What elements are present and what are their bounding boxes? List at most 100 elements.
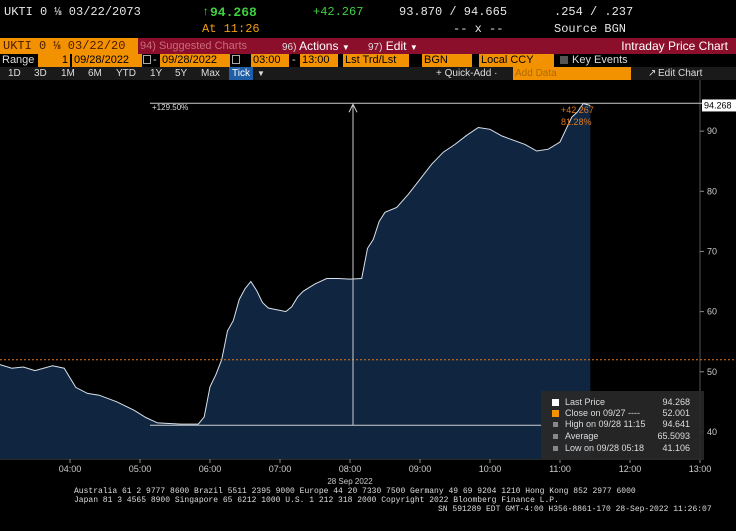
price-chart[interactable]: +129.50% +42.267 81.28% 40 50 60 70 80 90 04:…	[0, 80, 736, 486]
checkbox-icon	[560, 56, 568, 64]
edit-chart-label: Edit Chart	[658, 68, 703, 79]
footer-phones: Australia 61 2 9777 8600 Brazil 5511 239…	[74, 487, 636, 496]
key-events-toggle[interactable]: Key Events	[560, 54, 628, 67]
end-date-field[interactable]: 09/28/2022	[160, 54, 230, 67]
footer-copyright: Japan 81 3 4565 8900 Singapore 65 6212 1…	[74, 496, 559, 505]
price-source: Source BGN	[554, 22, 627, 36]
legend-swatch	[553, 422, 558, 427]
actions-menu-number: 96)	[282, 42, 297, 53]
chevron-down-icon: ▼	[341, 43, 350, 52]
last-price-tag-label: 94.268	[704, 100, 732, 110]
edit-chart-button[interactable]: Edit Chart	[658, 67, 702, 80]
ticker-input[interactable]: UKTI 0 ⅛ 03/22/20	[0, 38, 138, 54]
period-1y[interactable]: 1Y	[150, 68, 163, 79]
start-time-field[interactable]: 03:00	[251, 54, 289, 67]
actions-menu-label: Actions	[299, 39, 339, 53]
date-separator: -	[153, 54, 157, 66]
quick-add-button[interactable]: + Quick-Add ·	[436, 68, 498, 79]
edit-menu-label: Edit	[385, 39, 407, 53]
y-tick-label: 40	[707, 427, 717, 437]
period-3d[interactable]: 3D	[34, 68, 47, 79]
period-max[interactable]: Max	[201, 68, 220, 79]
footer: Australia 61 2 9777 8600 Brazil 5511 239…	[0, 486, 736, 531]
legend-label: Last Price	[565, 397, 606, 407]
y-tick-label: 70	[707, 246, 717, 256]
period-tick[interactable]: Tick	[229, 67, 253, 80]
dropdown-arrow-icon[interactable]: ▼	[257, 69, 265, 78]
x-tick-label: 05:00	[129, 464, 152, 474]
x-tick-label: 04:00	[59, 464, 82, 474]
actions-menu[interactable]: 96) Actions ▼	[282, 38, 350, 54]
x-tick-label: 11:00	[549, 464, 571, 474]
source-field[interactable]: BGN	[422, 54, 472, 67]
last-price: 94.268	[210, 5, 257, 20]
range-arrow-head	[348, 103, 358, 113]
legend-item: Last Price 94.268	[541, 397, 704, 408]
edit-menu-number: 97)	[368, 42, 383, 53]
period-ytd[interactable]: YTD	[116, 68, 136, 79]
range-annotation: +129.50%	[152, 103, 188, 112]
currency-select[interactable]: Local CCY	[479, 54, 554, 67]
price-area	[0, 103, 591, 459]
expand-icon[interactable]: ↗	[648, 68, 657, 79]
key-events-label: Key Events	[572, 54, 628, 66]
legend-swatch	[552, 410, 559, 417]
end-time-field[interactable]: 13:00	[300, 54, 338, 67]
range-label: Range	[2, 54, 35, 66]
calendar-icon[interactable]	[143, 55, 151, 64]
period-6m[interactable]: 6M	[88, 68, 102, 79]
y-tick-label: 60	[707, 307, 717, 317]
legend-value: 52.001	[662, 408, 690, 418]
period-1d[interactable]: 1D	[8, 68, 21, 79]
legend-item: Average 65.5093	[541, 431, 704, 442]
up-arrow-icon: ↑	[202, 5, 210, 19]
y-tick-label: 80	[707, 186, 717, 196]
add-data-input[interactable]: Add Data	[513, 67, 631, 80]
security-ticker: UKTI 0 ⅛ 03/22/2073	[4, 5, 141, 19]
range-bar: Range 1 09/28/2022 - 09/28/2022 03:00 - …	[0, 54, 736, 67]
legend-label: High on 09/28 11:15	[565, 419, 646, 429]
yield: .254 / .237	[554, 5, 634, 19]
range-field[interactable]: 1	[38, 54, 70, 67]
legend-value: 94.268	[662, 397, 690, 407]
legend-value: 65.5093	[657, 431, 690, 441]
bid-ask-size: -- x --	[453, 22, 504, 36]
x-tick-label: 12:00	[619, 464, 642, 474]
chevron-down-icon: ▼	[409, 43, 418, 52]
change-annotation: +42.267	[561, 105, 594, 115]
legend-item: Close on 09/27 ---- 52.001	[541, 408, 704, 419]
y-tick-label: 90	[707, 126, 717, 136]
legend-label: Low on 09/28 05:18	[565, 443, 645, 453]
x-tick-label: 09:00	[409, 464, 432, 474]
footer-session: SN 591289 EDT GMT-4:00 H356-8861-170 28-…	[438, 505, 712, 514]
legend-swatch	[552, 399, 559, 406]
chart-legend[interactable]: Last Price 94.268 Close on 09/27 ---- 52…	[541, 391, 704, 460]
trade-type-select[interactable]: Lst Trd/Lst	[343, 54, 409, 67]
change-pct-annotation: 81.28%	[561, 117, 592, 127]
quote-bar: UKTI 0 ⅛ 03/22/2073 ↑ 94.268 At 11:26 +4…	[0, 0, 736, 38]
suggested-charts-button[interactable]: 94) Suggested Charts	[140, 40, 248, 52]
legend-label: Close on 09/27 ----	[565, 408, 641, 418]
legend-swatch	[553, 446, 558, 451]
x-tick-label: 10:00	[479, 464, 502, 474]
edit-menu[interactable]: 97) Edit ▼	[368, 38, 418, 54]
page-title: Intraday Price Chart	[621, 39, 728, 53]
period-5y[interactable]: 5Y	[175, 68, 188, 79]
last-price-tag: 94.268	[702, 99, 736, 112]
legend-label: Average	[565, 431, 599, 441]
legend-value: 41.106	[662, 443, 690, 453]
y-tick-label: 50	[707, 367, 717, 377]
x-tick-label: 13:00	[689, 464, 712, 474]
last-price-tag-box	[702, 99, 736, 112]
legend-value: 94.641	[662, 419, 690, 429]
price-line	[0, 102, 591, 425]
calendar-icon[interactable]	[232, 55, 240, 64]
bid-ask: 93.870 / 94.665	[399, 5, 508, 19]
command-bar: UKTI 0 ⅛ 03/22/20 94) Suggested Charts 9…	[0, 38, 736, 54]
x-axis-date-label: 28 Sep 2022	[327, 477, 373, 486]
net-change: +42.267	[313, 5, 364, 19]
period-1m[interactable]: 1M	[61, 68, 75, 79]
x-tick-label: 06:00	[199, 464, 222, 474]
x-tick-label: 07:00	[269, 464, 292, 474]
start-date-field[interactable]: 09/28/2022	[72, 54, 142, 67]
